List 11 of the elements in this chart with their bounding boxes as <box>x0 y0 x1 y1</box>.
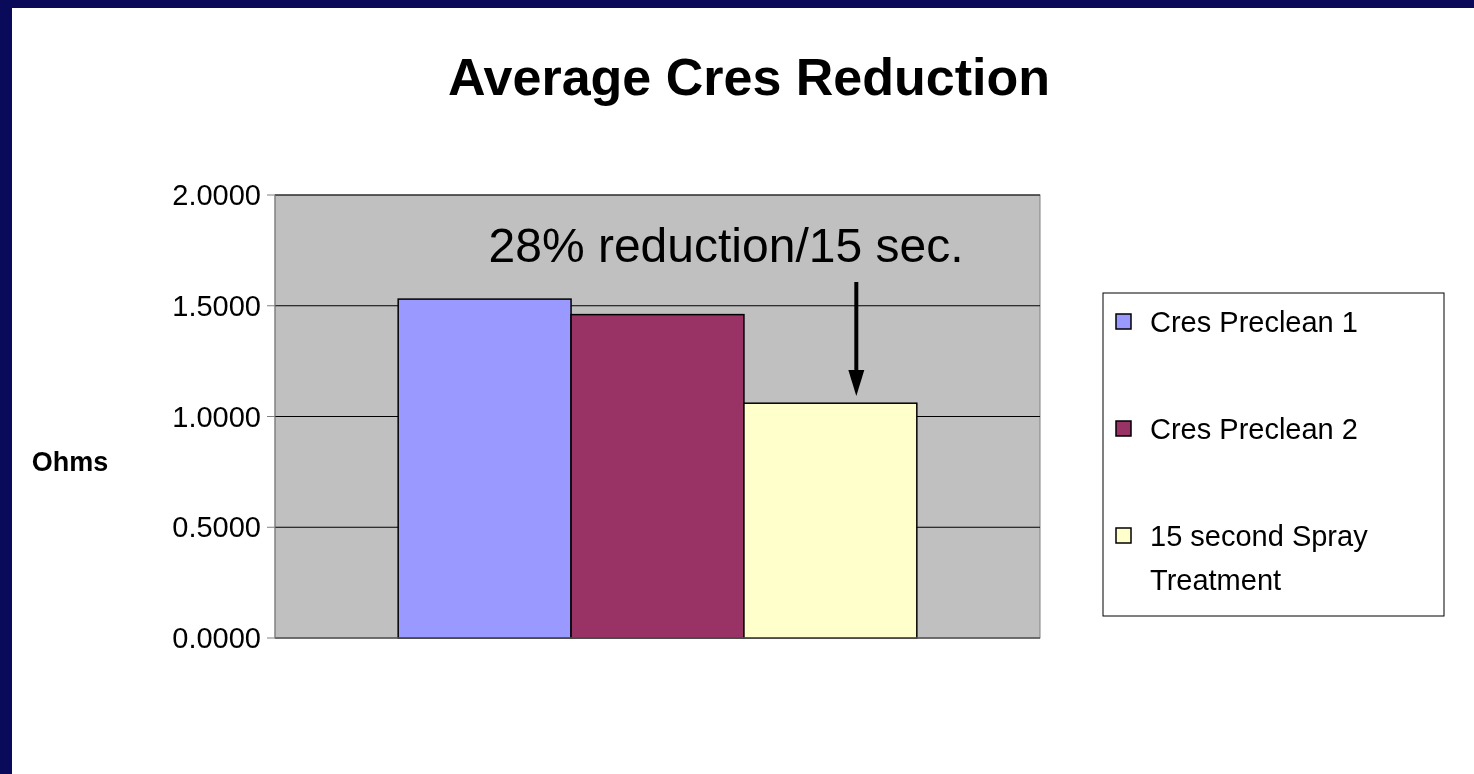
y-tick-label: 1.5000 <box>172 289 261 322</box>
legend-label: Cres Preclean 1 <box>1150 306 1358 339</box>
y-tick-label: 0.5000 <box>172 511 261 544</box>
y-tick-label: 2.0000 <box>172 179 261 212</box>
y-axis-title: Ohms <box>31 447 109 478</box>
annotation: 28% reduction/15 sec. <box>488 219 964 272</box>
legend-label: Cres Preclean 2 <box>1150 413 1358 446</box>
legend-label: 15 second Spray Treatment <box>1150 520 1369 597</box>
y-tick-label: 0.0000 <box>172 622 261 655</box>
chart-title: Average Cres Reduction <box>447 48 1051 106</box>
y-tick-label: 1.0000 <box>172 400 261 433</box>
